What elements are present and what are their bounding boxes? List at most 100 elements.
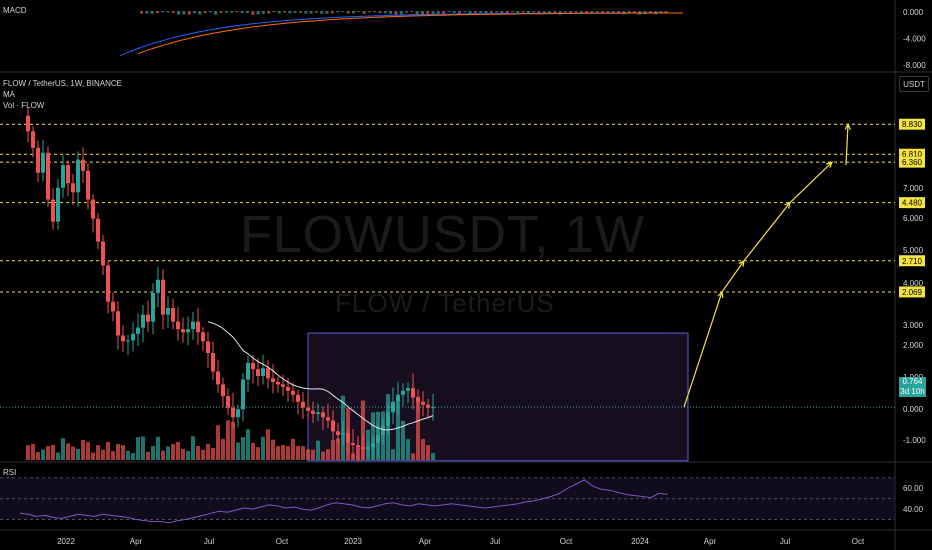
symbol-title[interactable]: FLOW / TetherUS, 1W, BINANCE [3,79,122,88]
candle-body [41,152,45,173]
macd-histogram-bar [325,11,329,14]
macd-axis-tick: -4.000 [903,35,926,44]
volume-bar [86,442,90,460]
level-tag-label: 8.830 [902,120,923,129]
volume-bar [261,436,265,460]
macd-histogram-bar [203,11,207,14]
candle-body [326,417,330,421]
projection-arrow [845,124,849,166]
macd-histogram-bar [516,11,520,13]
x-axis-tick: Jul [780,537,790,546]
volume-bar [236,442,240,460]
candle-body [221,384,225,397]
candle-body [276,381,280,385]
candle-body [201,332,205,342]
volume-bar [291,438,295,460]
macd-histogram-bar [606,11,610,13]
macd-histogram-bar [585,11,589,13]
volume-bar [306,449,310,460]
macd-histogram-bar [362,11,366,14]
candle-body [36,147,40,173]
x-axis-tick: Oct [852,537,865,546]
currency-button[interactable]: USDT [899,76,929,92]
level-tag: 4.480 [899,197,925,209]
macd-histogram-bar [367,11,371,13]
macd-histogram-bar [177,11,181,15]
macd-histogram-bar [272,11,276,13]
volume-bar [56,452,60,460]
macd-histogram-bar [526,11,530,13]
volume-bar [311,449,315,460]
volume-indicator-label[interactable]: Vol · FLOW [3,101,45,110]
price-axis-tick: 4.000 [903,279,924,288]
candle-body [166,308,170,315]
macd-histogram-bar [447,11,451,13]
level-tag-label: 4.480 [902,199,923,208]
signal-line [137,12,684,55]
macd-histogram-bar [235,11,239,13]
candle-body [386,412,390,426]
volume-bar [101,449,105,460]
candle-body [311,410,315,414]
volume-bar [76,448,80,460]
candle-body [111,301,115,312]
candle-body [71,183,75,193]
macd-histogram-bar [145,11,149,14]
moving-average-line [207,321,434,431]
ma-indicator-label[interactable]: MA [3,90,15,99]
candle-body [176,321,180,330]
macd-histogram-bar [394,11,398,15]
macd-histogram-bar [214,11,218,15]
volume-bar [401,420,405,460]
current-price-value: 0.764 [902,377,923,386]
level-tag-label: 2.069 [902,288,923,297]
macd-histogram-bar [426,11,430,15]
macd-histogram-bar [187,11,191,15]
macd-histogram-bar [420,11,424,15]
macd-histogram-bar [208,11,212,13]
macd-histogram-bar [155,11,159,14]
candle-body [406,388,410,391]
volume-bar [116,443,120,460]
bar-countdown: 3d 10h [900,387,925,396]
volume-bar [41,449,45,460]
macd-histogram-bar [410,11,414,13]
x-axis-tick: Apr [704,537,717,546]
candle-body [361,447,365,450]
volume-bar [296,445,300,460]
volume-bar [316,440,320,460]
price-axis-tick: 7.000 [903,184,924,193]
candle-body [96,218,100,242]
volume-bar [391,449,395,460]
macd-histogram-bar [627,11,631,14]
candle-body [216,371,220,385]
volume-bar [301,446,305,460]
level-tag: 2.069 [899,286,925,298]
macd-histogram-bar [595,11,599,13]
volume-bar [61,438,65,460]
candle-body [281,384,285,387]
macd-histogram-bar [267,11,271,14]
volume-bar [421,438,425,460]
volume-bar [206,444,210,460]
x-axis-tick: Oct [276,537,289,546]
macd-histogram-bar [140,11,143,14]
macd-histogram-bar [336,11,340,13]
volume-bar [266,429,270,460]
candle-body [286,386,290,391]
candle-body [351,443,355,446]
rsi-line [19,479,668,524]
macd-histogram-bar [256,11,260,15]
projection-arrow-head [826,161,833,168]
macd-histogram-bar [304,11,308,14]
candle-body [301,401,305,408]
macd-histogram-bar [341,11,345,13]
candle-body [146,314,150,322]
candle-body [181,329,185,333]
volume-bar [161,450,165,460]
macd-histogram-bar [246,11,249,14]
macd-histogram-bar [399,11,403,15]
volume-bar [171,444,175,460]
level-tag: 6.360 [899,156,925,168]
